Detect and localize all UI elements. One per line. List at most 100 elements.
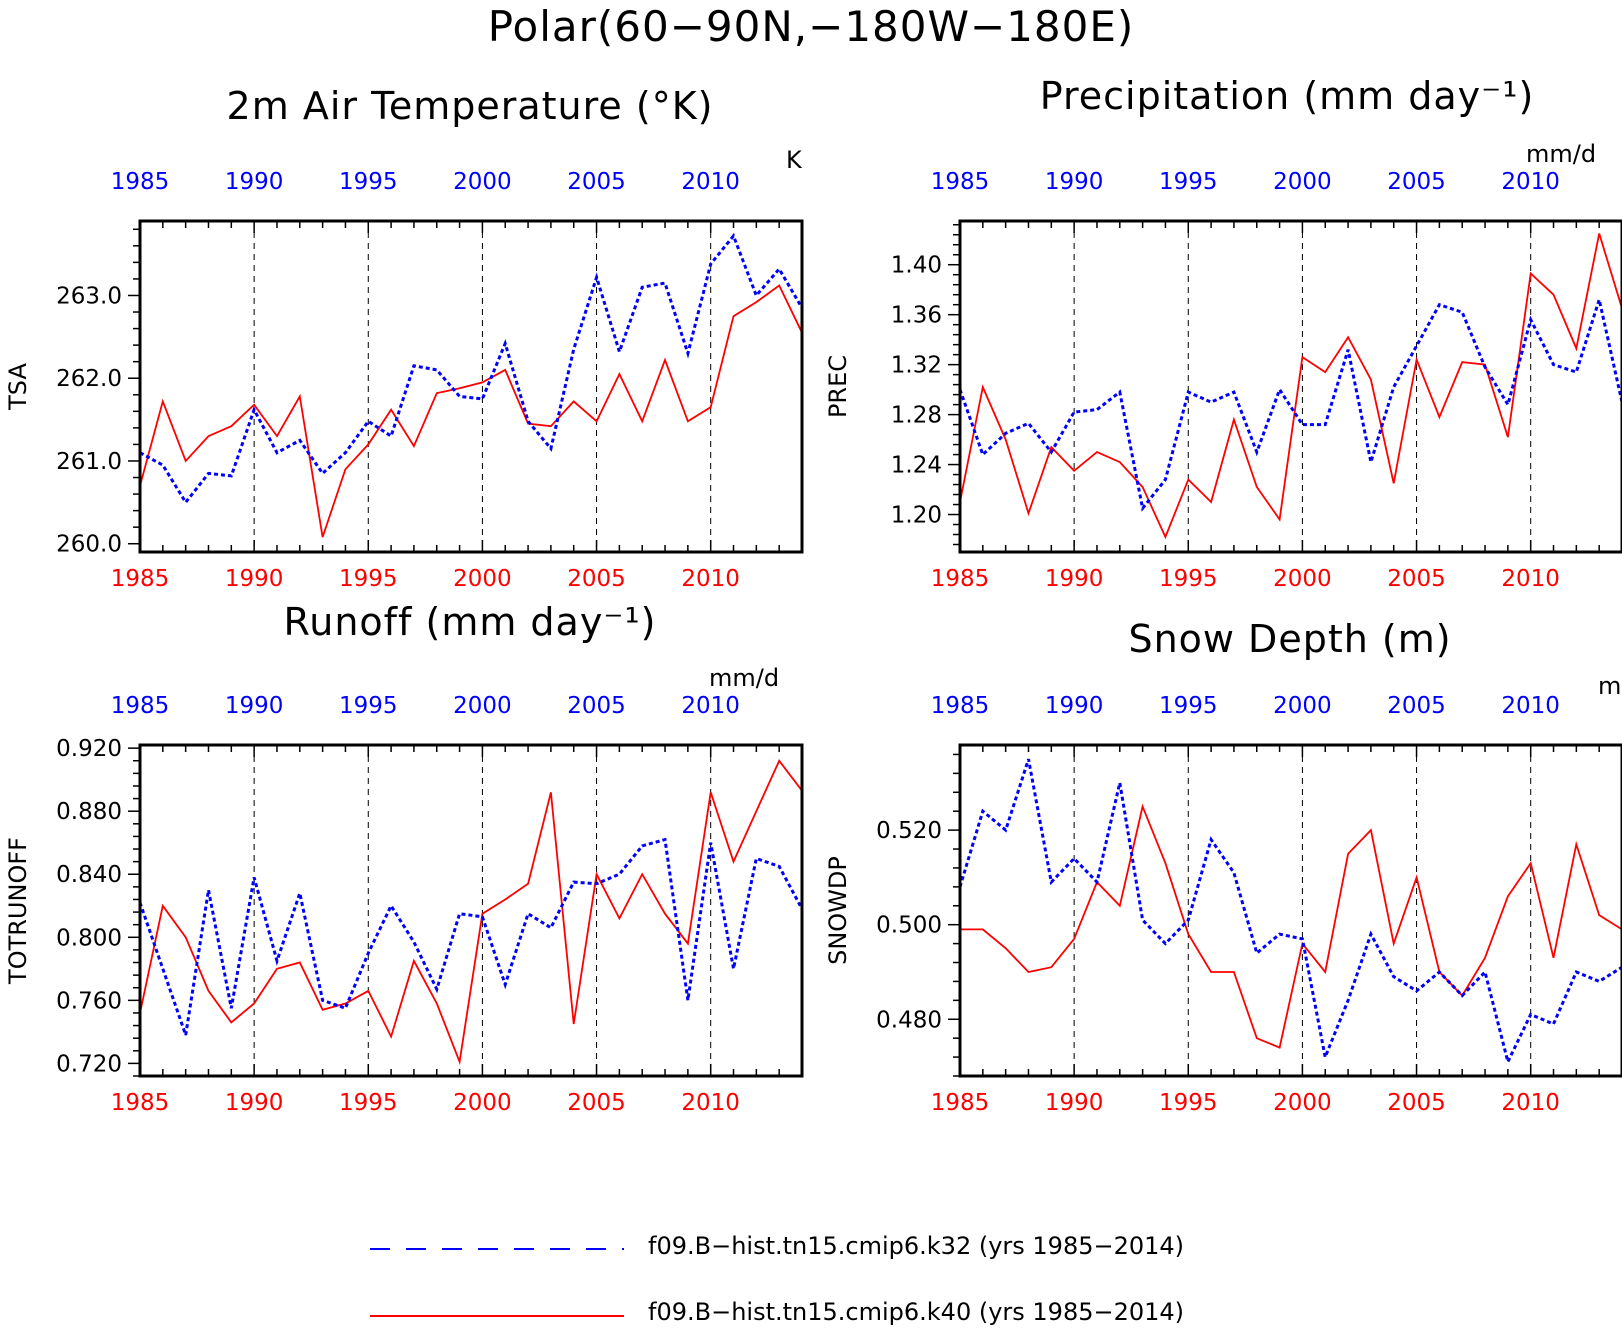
y-tick-label: 262.0	[56, 366, 122, 392]
x-tick-label-bottom: 1995	[1159, 1090, 1218, 1116]
x-tick-label-bottom: 1985	[931, 566, 990, 592]
y-tick-label: 261.0	[56, 449, 122, 475]
y-tick-label: 0.920	[56, 736, 122, 762]
panel-1: 260.0 261.0 262.0 263.0 1985 1985 1990 1990 1995…	[4, 169, 804, 592]
panel-4-units: m	[1598, 672, 1622, 700]
x-tick-label-bottom: 1990	[1045, 566, 1104, 592]
x-tick-label-top: 1990	[225, 169, 284, 195]
y-axis-label: TOTRUNOFF	[4, 837, 32, 985]
x-tick-label-bottom: 2000	[1273, 566, 1332, 592]
x-tick-label-top: 2000	[453, 693, 512, 719]
x-tick-label-bottom: 1990	[1045, 1090, 1104, 1116]
legend-k32-label: f09.B−hist.tn15.cmip6.k32 (yrs 1985−2014…	[648, 1232, 1185, 1260]
legend-k32-line-sample	[370, 1248, 624, 1250]
plots-canvas: 260.0 261.0 262.0 263.0 1985 1985 1990 1990 1995…	[4, 169, 1622, 1116]
x-tick-label-top: 1985	[931, 693, 990, 719]
x-tick-label-top: 2010	[681, 693, 740, 719]
series-k40-line	[960, 803, 1622, 1049]
series-k32-line	[139, 232, 804, 505]
x-tick-label-top: 2010	[681, 169, 740, 195]
x-tick-label-bottom: 1995	[339, 566, 398, 592]
series-k40-line	[139, 759, 803, 1066]
series-k40-line	[959, 233, 1622, 540]
x-tick-label-bottom: 1995	[339, 1090, 398, 1116]
x-tick-label-top: 2005	[567, 169, 626, 195]
panel-1-units: K	[786, 146, 802, 174]
x-tick-label-top: 2010	[1501, 693, 1560, 719]
y-tick-label: 1.32	[891, 353, 942, 379]
y-tick-label: 0.500	[876, 913, 942, 939]
y-tick-label: 0.720	[56, 1051, 122, 1077]
y-tick-label: 0.800	[56, 925, 122, 951]
x-tick-label-top: 1985	[111, 169, 170, 195]
x-tick-label-bottom: 1985	[111, 566, 170, 592]
panel-2: 1.20 1.24 1.28 1.32 1.36 1.40 1985 1985 1990 1990…	[824, 169, 1622, 592]
y-axis-label: PREC	[824, 355, 852, 418]
x-tick-label-bottom: 2000	[1273, 1090, 1332, 1116]
series-k32-line	[138, 837, 804, 1036]
series-k32-line	[958, 758, 1622, 1067]
y-tick-label: 1.20	[891, 503, 942, 529]
y-tick-label: 260.0	[56, 532, 122, 558]
x-tick-label-bottom: 1985	[931, 1090, 990, 1116]
plot-frame	[958, 743, 1622, 1078]
plot-frame	[138, 219, 804, 554]
x-tick-label-top: 1990	[1045, 169, 1104, 195]
y-axis-label: SNOWDP	[824, 856, 852, 965]
y-tick-label: 0.520	[876, 818, 942, 844]
x-tick-label-top: 1995	[339, 169, 398, 195]
figure-title: Polar(60−90N,−180W−180E)	[487, 2, 1135, 51]
x-tick-label-top: 1985	[931, 169, 990, 195]
x-tick-label-top: 2000	[1273, 169, 1332, 195]
series-k40-line	[139, 284, 803, 538]
x-tick-label-bottom: 2005	[567, 1090, 626, 1116]
x-tick-label-top: 1995	[339, 693, 398, 719]
x-tick-label-bottom: 1990	[225, 566, 284, 592]
x-tick-label-top: 1995	[1159, 169, 1218, 195]
x-tick-label-bottom: 2010	[1501, 566, 1560, 592]
panel-3-title: Runoff (mm day⁻¹)	[283, 600, 657, 644]
x-tick-label-top: 1990	[1045, 693, 1104, 719]
y-tick-label: 0.880	[56, 799, 122, 825]
x-tick-label-bottom: 1985	[111, 1090, 170, 1116]
x-tick-label-top: 1990	[225, 693, 284, 719]
plot-frame	[138, 743, 804, 1078]
legend-k40-label: f09.B−hist.tn15.cmip6.k40 (yrs 1985−2014…	[648, 1298, 1185, 1326]
x-tick-label-bottom: 2005	[1387, 1090, 1446, 1116]
panel-1-title: 2m Air Temperature (°K)	[226, 84, 714, 128]
panel-3: 0.720 0.760 0.800 0.840 0.880 0.920 1985 1985 19…	[4, 693, 804, 1116]
x-tick-label-bottom: 2010	[681, 566, 740, 592]
panel-2-title: Precipitation (mm day⁻¹)	[1039, 74, 1535, 118]
plot-frame	[958, 219, 1622, 554]
x-tick-label-top: 1995	[1159, 693, 1218, 719]
x-tick-label-bottom: 2005	[567, 566, 626, 592]
panel-3-units: mm/d	[709, 664, 780, 692]
x-tick-label-top: 2005	[1387, 693, 1446, 719]
y-axis-label: TSA	[4, 363, 32, 411]
x-tick-label-bottom: 1990	[225, 1090, 284, 1116]
y-tick-label: 263.0	[56, 283, 122, 309]
legend-k40-line-sample	[370, 1315, 624, 1317]
y-tick-label: 0.760	[56, 988, 122, 1014]
x-tick-label-bottom: 2005	[1387, 566, 1446, 592]
x-tick-label-top: 2005	[1387, 169, 1446, 195]
y-tick-label: 1.24	[891, 453, 942, 479]
x-tick-label-top: 2005	[567, 693, 626, 719]
x-tick-label-bottom: 1995	[1159, 566, 1218, 592]
y-tick-label: 1.36	[891, 303, 942, 329]
panel-2-units: mm/d	[1526, 140, 1597, 168]
x-tick-label-top: 2000	[453, 169, 512, 195]
x-tick-label-bottom: 2010	[681, 1090, 740, 1116]
y-tick-label: 1.28	[891, 403, 942, 429]
x-tick-label-bottom: 2000	[453, 566, 512, 592]
y-tick-label: 1.40	[891, 253, 942, 279]
x-tick-label-bottom: 2000	[453, 1090, 512, 1116]
panel-4-title: Snow Depth (m)	[1128, 617, 1452, 661]
y-tick-label: 0.480	[876, 1007, 942, 1033]
panel-4: 0.480 0.500 0.520 1985 1985 1990 1990 1995 1995 2…	[824, 693, 1622, 1116]
y-tick-label: 0.840	[56, 862, 122, 888]
x-tick-label-top: 2010	[1501, 169, 1560, 195]
x-tick-label-top: 2000	[1273, 693, 1332, 719]
x-tick-label-bottom: 2010	[1501, 1090, 1560, 1116]
